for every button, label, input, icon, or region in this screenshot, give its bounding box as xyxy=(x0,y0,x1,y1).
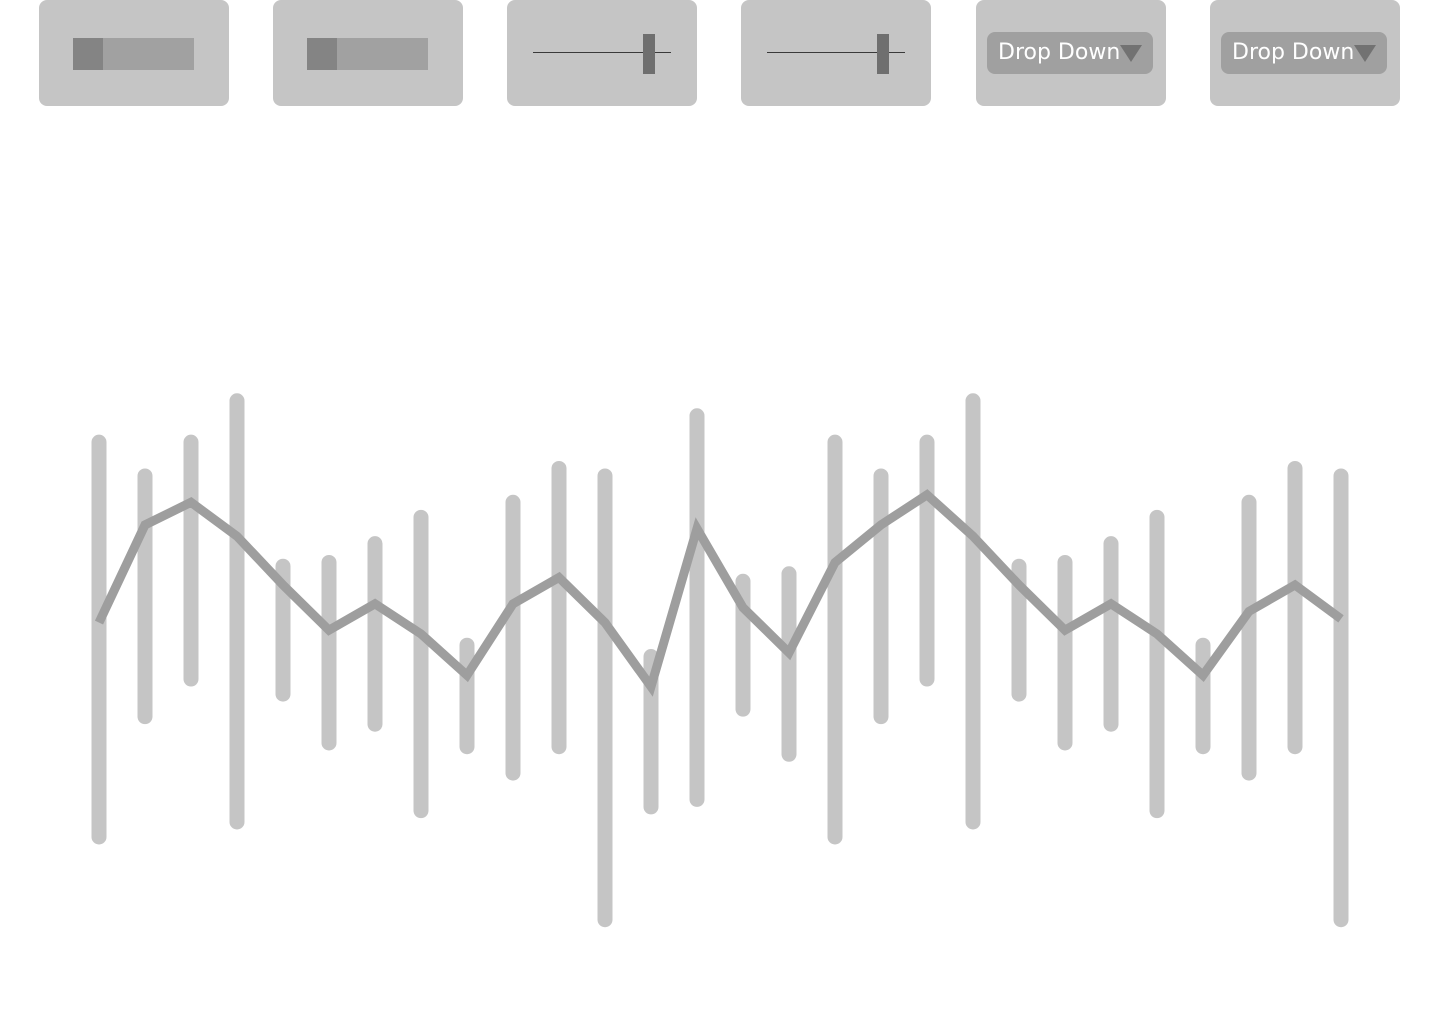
control-toolbar: Drop Down Drop Down xyxy=(0,0,1440,108)
dropdown-1[interactable]: Drop Down xyxy=(987,32,1153,74)
dropdown-label-1: Drop Down xyxy=(998,40,1121,65)
progress-bar-1 xyxy=(73,38,194,70)
progress-panel-1 xyxy=(39,0,229,106)
slider-panel-2 xyxy=(741,0,931,106)
slider-thumb-1[interactable] xyxy=(642,34,655,74)
chevron-down-icon xyxy=(1354,45,1376,62)
series-line xyxy=(94,489,1344,697)
range-bars xyxy=(91,393,1349,928)
progress-fill-1 xyxy=(73,38,104,70)
progress-bar-2 xyxy=(307,38,428,70)
series-line-group xyxy=(94,489,1344,697)
dropdown-label-2: Drop Down xyxy=(1232,40,1355,65)
progress-panel-2 xyxy=(273,0,463,106)
dropdown-2[interactable]: Drop Down xyxy=(1221,32,1387,74)
slider-panel-1 xyxy=(507,0,697,106)
slider-thumb-2[interactable] xyxy=(876,34,889,74)
dropdown-panel-1: Drop Down xyxy=(976,0,1166,106)
dropdown-panel-2: Drop Down xyxy=(1210,0,1400,106)
slider-track-2[interactable] xyxy=(767,52,905,53)
chevron-down-icon xyxy=(1120,45,1142,62)
progress-fill-2 xyxy=(307,38,338,70)
slider-track-1[interactable] xyxy=(533,52,671,53)
